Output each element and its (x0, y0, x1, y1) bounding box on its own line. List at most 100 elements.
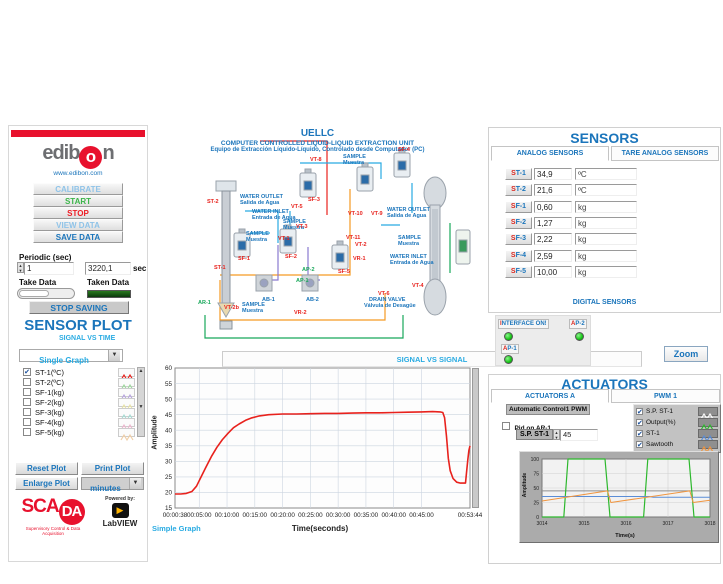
diagram-label-st-2: ST-2 (207, 199, 219, 205)
diagram-label-entrada-de-agua: Entrada de Agua (252, 215, 296, 221)
diagram-label-vt-1: VT-1 (278, 236, 290, 242)
svg-text:3017: 3017 (662, 521, 673, 527)
chevron-down-icon[interactable]: ▼ (108, 350, 120, 361)
stop-saving-button[interactable]: STOP SAVING (29, 301, 129, 314)
labview-label: LabVIEW (102, 519, 138, 528)
sensor-tag-button[interactable]: SF-3 (505, 233, 532, 246)
periodic-stepper[interactable]: ▲ ▼ 1 (17, 262, 74, 280)
setpoint-label: S.P. ST-1 (516, 429, 554, 440)
tab-signal-vs-time[interactable]: SIGNAL VS TIME (59, 335, 116, 342)
svg-text:25: 25 (533, 500, 539, 506)
diagram-label-water-inlet: WATER INLET (252, 209, 289, 215)
diagram-label-vt-6: VT-6 (378, 291, 390, 297)
actuators-panel: ACTUATORS ACTUATORS A PWM 1 Automatic Co… (488, 374, 721, 564)
legend-checkbox[interactable]: ✔ (636, 430, 643, 438)
sensor-tag-button[interactable]: SF-5 (505, 265, 532, 278)
legend-checkbox[interactable]: ✔ (636, 408, 643, 416)
sensor-row-sf-1: SF-1 0,60 kg (505, 200, 645, 214)
channel-checkbox[interactable]: ✔ (23, 368, 31, 376)
pwm-chart-plot[interactable]: 0 25 50 75 100 3014 3015 3016 3017 3018 (520, 452, 720, 544)
diagram-label-salida-de-agua: Salida de Agua (240, 200, 280, 206)
channel-checkbox[interactable] (23, 408, 31, 416)
take-data-toggle[interactable] (17, 288, 75, 299)
start-button[interactable]: START (33, 195, 123, 207)
main-chart-scrollbar[interactable] (472, 368, 479, 508)
setpoint-stepper[interactable]: ▲ ▼ 45 (553, 429, 598, 441)
enlarge-plot-button[interactable]: Enlarge Plot (15, 477, 78, 490)
view-data-button[interactable]: VIEW DATA (33, 219, 123, 231)
diagram-label-vr-2: VR-2 (294, 310, 307, 316)
zoom-button[interactable]: Zoom (664, 346, 708, 362)
sensor-unit: kg (575, 200, 637, 213)
channel-list-scrollbar[interactable]: ▲ ▼ (137, 367, 145, 437)
sensor-tag-button[interactable]: ST-2 (505, 184, 532, 197)
elapsed-time-display: 3220,1 (85, 262, 131, 275)
print-plot-button[interactable]: Print Plot (81, 462, 144, 475)
channel-line-sample (118, 397, 135, 411)
stop-button[interactable]: STOP (33, 207, 123, 219)
channel-checkbox[interactable] (23, 388, 31, 396)
diagram-label-entrada-de-agua: Entrada de Agua (390, 260, 434, 266)
sensor-tag-button[interactable]: SF-2 (505, 216, 532, 229)
line-style-icon (120, 433, 134, 441)
chevron-down-icon[interactable]: ▼ (129, 478, 141, 489)
sensor-row-sf-2: SF-2 1,27 kg (505, 216, 645, 230)
sensor-value: 1,27 (534, 216, 572, 229)
diagram-label-ar-1: AR-1 (198, 300, 211, 306)
graph-mode-dropdown[interactable]: Single Graph ▼ (19, 349, 123, 365)
tab-pwm-1[interactable]: PWM 1 (611, 389, 720, 403)
setpoint-value[interactable]: 45 (560, 429, 598, 441)
logo-text: edib (42, 142, 80, 164)
tab-actuators-a[interactable]: ACTUATORS A (491, 389, 609, 403)
save-data-button[interactable]: SAVE DATA (33, 231, 123, 243)
scada-tagline: Supervisory Control & Data Acquisition (25, 526, 81, 536)
tab-analog-sensors[interactable]: ANALOG SENSORS (491, 146, 609, 161)
diagram-label-muestra: Muestra (343, 160, 365, 166)
process-diagram: UELLC COMPUTER CONTROLLED LIQUID-LIQUID … (150, 125, 485, 347)
reset-plot-button[interactable]: Reset Plot (15, 462, 78, 475)
digital-sensors-box: INTERFACE ON! AP-2 AP-1 (495, 315, 591, 366)
diagram-label-water-outlet: WATER OUTLET (387, 207, 430, 213)
legend-checkbox[interactable]: ✔ (636, 419, 643, 427)
periodic-value[interactable]: 1 (24, 262, 74, 275)
sensor-value: 2,59 (534, 249, 572, 262)
tab-tare-analog-sensors[interactable]: TARE ANALOG SENSORS (611, 146, 719, 161)
stepper-arrows-icon[interactable]: ▲ ▼ (553, 429, 560, 440)
calibrate-button[interactable]: CALIBRATE (33, 183, 123, 195)
sensor-row-st-2: ST-2 21,6 ºC (505, 184, 645, 197)
sensor-tag-button[interactable]: SF-1 (505, 200, 532, 213)
diagram-label-ab-1: AB-1 (262, 297, 275, 303)
stepper-arrows-icon[interactable]: ▲ ▼ (17, 262, 24, 273)
scada-text: SCA (21, 496, 59, 517)
diagram-subtitle-en: COMPUTER CONTROLLED LIQUID-LIQUID EXTRAC… (220, 140, 415, 147)
sensor-value: 0,60 (534, 200, 572, 213)
channel-checkbox[interactable] (23, 378, 31, 386)
edibon-url-link[interactable]: www.edibon.com (53, 170, 103, 177)
diagram-label-vt-2: VT-2 (355, 242, 367, 248)
diagram-label-vt-3: VT-3 (296, 224, 308, 230)
diagram-label-vt-4: VT-4 (412, 283, 424, 289)
svg-text:0: 0 (536, 515, 539, 521)
pid-checkbox[interactable] (502, 422, 510, 430)
take-data-toggle-knob[interactable] (19, 290, 49, 297)
sensor-tag-button[interactable]: SF-4 (505, 249, 532, 262)
time-units-dropdown[interactable]: minutes ▼ (81, 477, 144, 493)
diagram-label-vt-10: VT-10 (348, 211, 363, 217)
diagram-label-salida-de-agua: Salida de Agua (387, 213, 427, 219)
channel-checkbox[interactable] (23, 418, 31, 426)
scada-wordmark: SCA DA (17, 496, 89, 525)
channel-checkbox[interactable] (23, 398, 31, 406)
legend-row: ✔ S.P. ST-1 (636, 406, 718, 421)
svg-text:00:35:00: 00:35:00 (354, 512, 379, 519)
svg-text:3015: 3015 (578, 521, 589, 527)
channel-row: ST-2(ºC) (23, 377, 135, 391)
legend-row: ✔ Output(%) (636, 417, 718, 432)
sensor-tag-button[interactable]: ST-1 (505, 168, 532, 180)
channel-line-sample (118, 367, 135, 381)
sensor-row-st-1: ST-1 34,9 ºC (505, 168, 645, 181)
channel-checkbox[interactable] (23, 428, 31, 436)
legend-checkbox[interactable]: ✔ (636, 441, 643, 449)
diagram-label-vt-11: VT-11 (346, 235, 361, 241)
